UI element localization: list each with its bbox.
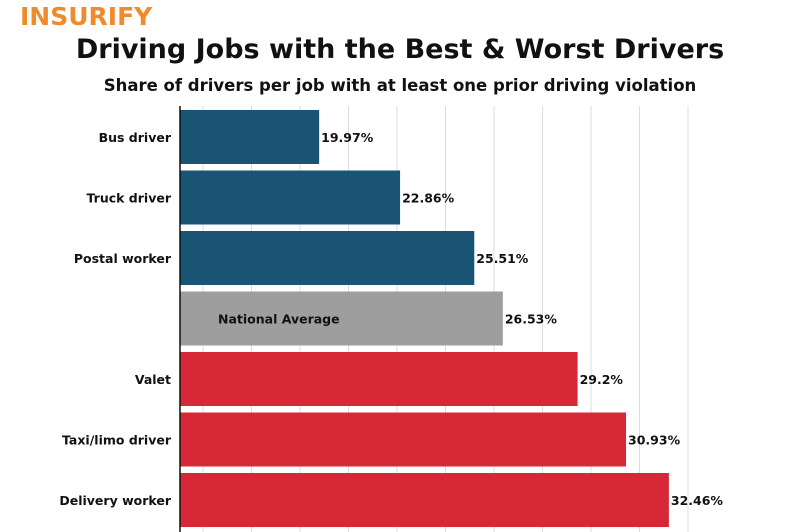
- data-label: 22.86%: [402, 191, 455, 206]
- bar: [180, 352, 578, 406]
- data-label: 30.93%: [628, 433, 681, 448]
- category-label: Bus driver: [99, 130, 172, 145]
- bar: [180, 412, 627, 467]
- data-label: 29.2%: [580, 372, 624, 387]
- category-label: Postal worker: [74, 251, 172, 266]
- bar: [180, 291, 503, 346]
- data-label: 26.53%: [505, 312, 558, 327]
- data-label: 25.51%: [476, 251, 529, 266]
- data-label: 32.46%: [671, 493, 724, 508]
- category-label: Truck driver: [87, 191, 172, 206]
- bar: [180, 170, 401, 225]
- data-label: 19.97%: [321, 130, 374, 145]
- chart-subtitle: Share of drivers per job with at least o…: [103, 76, 697, 95]
- bar: [180, 473, 669, 527]
- bar: [180, 231, 475, 285]
- bar: [180, 110, 320, 164]
- insurify-logo: INSURIFY: [20, 2, 153, 31]
- category-label: National Average: [218, 312, 340, 327]
- category-label: Taxi/limo driver: [62, 433, 172, 448]
- category-label: Delivery worker: [59, 493, 171, 508]
- chart-title: Driving Jobs with the Best & Worst Drive…: [75, 34, 725, 65]
- category-label: Valet: [135, 372, 171, 387]
